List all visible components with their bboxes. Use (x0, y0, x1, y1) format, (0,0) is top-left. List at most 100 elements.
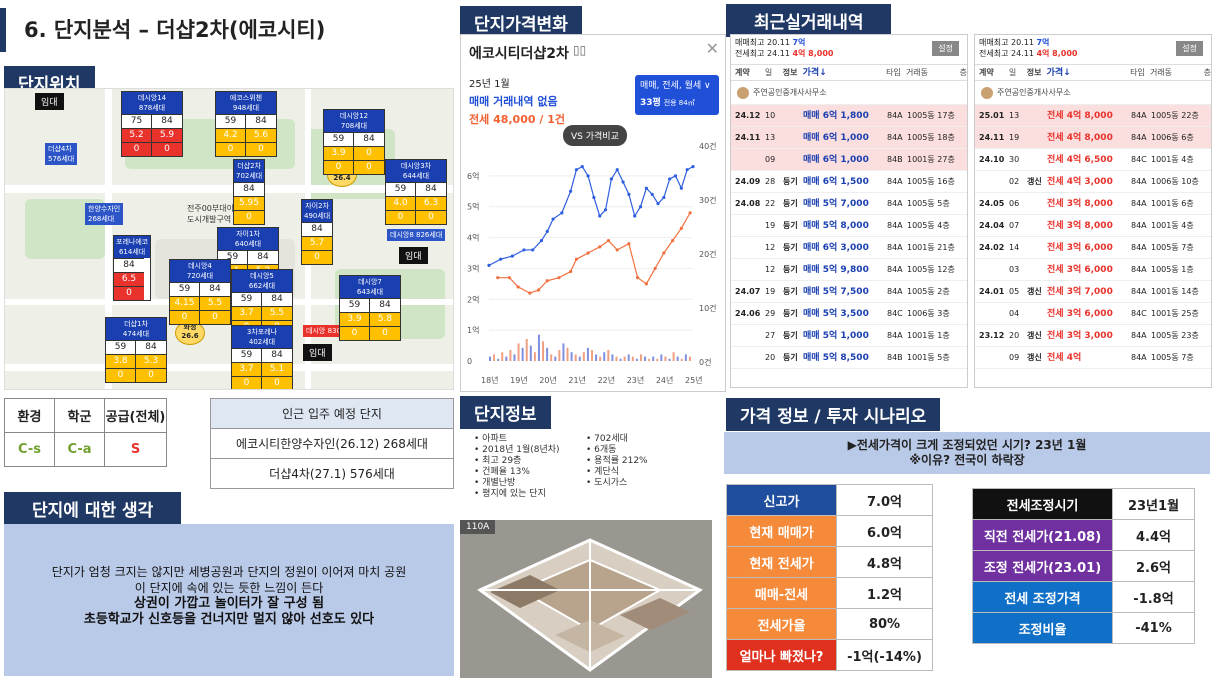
badge-rental: 임대 (303, 344, 332, 361)
y-tick-label: 2억 (467, 294, 479, 304)
column-header[interactable]: 정보 (782, 68, 798, 77)
y-tick-label: 5억 (467, 202, 479, 212)
trade-row[interactable]: 24.05 06 전세 3억 8,000 84A 1001동 6층 (975, 193, 1211, 215)
trade-row[interactable]: 24.06 29 등기 매매 5억 3,500 84C 1006동 3층 (731, 303, 967, 325)
y2-tick-label: 40건 (699, 141, 717, 151)
column-header[interactable]: 일 (764, 68, 773, 77)
trade-price: 전세 3억 6,000 (1047, 309, 1113, 319)
volume-bar (517, 343, 520, 361)
complex-price: 3.7 (232, 362, 262, 376)
trade-row[interactable]: 24.08 22 등기 매매 5억 7,000 84A 1005동 5층 (731, 193, 967, 215)
complex-price: 5.1 (262, 362, 292, 376)
trade-row[interactable]: 02 갱신 전세 4억 3,000 84A 1006동 10층 (975, 171, 1211, 193)
complex-card[interactable]: 포레나에코 614세대 84 6.5 0 (113, 235, 152, 301)
trade-row[interactable]: 24.02 14 전세 3억 6,000 84A 1005동 7층 (975, 237, 1211, 259)
trade-row[interactable]: 20 등기 매매 5억 8,500 84B 1001동 5층 (731, 347, 967, 369)
settings-button[interactable]: 설정 (932, 41, 959, 56)
complex-card[interactable]: 3차포레나 402세대 59 84 3.7 5.1 0 0 (231, 325, 293, 389)
column-header[interactable]: 거래동 (1149, 68, 1173, 77)
trade-row[interactable]: 24.11 13 매매 6억 1,000 84A 1005동 18층 (731, 127, 967, 149)
trade-month (731, 347, 765, 368)
column-header[interactable]: 층 (1203, 68, 1211, 77)
trade-columns: 계약 일 정보 가격↓ 타입 거래동 층 (975, 65, 1211, 81)
scenario-key: 현재 매매가 (726, 515, 837, 547)
complex-card[interactable]: 자이2차 490세대 84 5.7 0 (301, 199, 334, 265)
complex-card[interactable]: 데시앙14 878세대 75 84 5.2 5.9 0 0 (121, 91, 183, 157)
sale-series-point (627, 192, 631, 196)
trade-row[interactable]: 04 전세 3억 6,000 84C 1001동 25층 (975, 303, 1211, 325)
column-header[interactable]: 층 (959, 68, 967, 77)
jeonse-series-point (679, 226, 683, 230)
complex-card[interactable]: 에코스위첸 948세대 59 84 4.2 5.6 0 0 (215, 91, 277, 157)
trade-day: 28 (765, 177, 776, 186)
trade-row[interactable]: 25.01 13 전세 4억 8,000 84A 1005동 22층 (975, 105, 1211, 127)
info-item: • 2018년 1월(8년차) (474, 445, 560, 455)
complex-card[interactable]: 더샵1차 474세대 59 84 3.8 5.3 0 0 (105, 317, 167, 383)
column-header[interactable]: 일 (1008, 68, 1017, 77)
column-header[interactable]: 정보 (1026, 68, 1042, 77)
complex-card-name: 데시앙5 662세대 (232, 270, 292, 292)
agent-row[interactable]: 주연공인중개사사무소 (975, 81, 1211, 105)
column-header[interactable]: 가격↓ (1046, 68, 1071, 78)
trade-row[interactable]: 09 매매 6억 1,000 84B 1001동 27층 (731, 149, 967, 171)
column-header[interactable]: 계약 (735, 68, 750, 77)
trade-price: 전세 3억 6,000 (1047, 265, 1113, 275)
trade-row[interactable]: 24.01 05 갱신 전세 3억 7,000 84A 1001동 14층 (975, 281, 1211, 303)
complex-card[interactable]: 데시앙4 720세대 59 84 4.15 5.5 0 0 (169, 259, 231, 325)
complex-price: 5.2 (122, 128, 152, 142)
trade-price: 매매 6억 1,500 (803, 177, 869, 187)
trade-price: 전세 3억 6,000 (1047, 243, 1113, 253)
trade-row[interactable]: 23.12 20 갱신 전세 3억 3,000 84A 1005동 23층 (975, 325, 1211, 347)
column-header[interactable]: 가격↓ (802, 68, 827, 78)
trade-location: 1005동 18층 (907, 133, 955, 142)
trade-row[interactable]: 24.04 07 전세 3억 8,000 84A 1001동 4층 (975, 215, 1211, 237)
trade-type: 84A (1131, 111, 1147, 120)
trade-row[interactable]: 12 등기 매매 5억 9,800 84A 1005동 12층 (731, 259, 967, 281)
close-icon[interactable]: ✕ (705, 39, 719, 58)
trade-row[interactable]: 03 전세 3억 6,000 84A 1005동 1층 (975, 259, 1211, 281)
trade-row[interactable]: 24.07 19 등기 매매 5억 7,500 84A 1005동 2층 (731, 281, 967, 303)
trade-row[interactable]: 12 등기 매매 6억 3,000 84A 1001동 21층 (731, 237, 967, 259)
column-header[interactable]: 거래동 (905, 68, 929, 77)
trade-row[interactable]: 09 갱신 전세 4억 84A 1005동 7층 (975, 347, 1211, 369)
settings-button[interactable]: 설정 (1176, 41, 1203, 56)
column-header[interactable]: 타입 (1130, 68, 1145, 77)
complex-card[interactable]: 데시앙7 643세대 59 84 3.9 5.8 0 0 (339, 275, 401, 341)
sale-series-point (621, 180, 625, 184)
trade-month (975, 171, 1009, 192)
trade-type: 84A (1131, 287, 1147, 296)
trade-row[interactable]: 24.12 10 매매 6억 1,800 84A 1005동 17층 (731, 105, 967, 127)
floor-plan-image[interactable]: 110A (460, 520, 712, 678)
volume-bar (521, 347, 524, 361)
complex-card[interactable]: 데시앙12 708세대 59 84 3.9 0 0 0 (323, 109, 385, 175)
y2-tick-label: 30건 (699, 195, 717, 205)
trade-row[interactable]: 24.11 19 전세 4억 8,000 84A 1006동 6층 (975, 127, 1211, 149)
complex-size: 84 (302, 222, 332, 236)
trade-price: 매매 5억 7,500 (803, 287, 869, 297)
complex-card[interactable]: 더샵2차 702세대 84 5.95 0 (233, 159, 266, 225)
trade-price: 전세 3억 8,000 (1047, 199, 1113, 209)
trade-row[interactable]: 24.09 28 등기 매매 6억 1,500 84A 1005동 16층 (731, 171, 967, 193)
trade-location: 1005동 22층 (1151, 111, 1199, 120)
complex-card[interactable]: 데시앙3차 644세대 59 84 4.0 6.3 0 0 (385, 159, 447, 225)
map-book-icon[interactable]: ▯▯ (573, 43, 587, 57)
trade-month: 24.11 (735, 133, 761, 142)
trade-row[interactable]: 19 등기 매매 5억 8,000 84A 1005동 4층 (731, 215, 967, 237)
type-selector[interactable]: 매매, 전세, 월세 ∨ 33평 전용 84㎡ (635, 75, 719, 115)
sale-series-point (691, 165, 695, 169)
column-header[interactable]: 계약 (979, 68, 994, 77)
trade-price: 전세 4억 (1047, 353, 1082, 363)
trade-month: 24.04 (979, 221, 1005, 230)
location-map[interactable]: 임대 임대 임대 더샵4차 576세대 한양수자인 268세대 전주00부대이전부지… (4, 88, 454, 390)
badge-rental: 임대 (35, 93, 64, 110)
volume-bar (529, 345, 532, 361)
volume-bar (627, 354, 630, 361)
trade-row[interactable]: 24.10 30 전세 4억 6,500 84C 1001동 4층 (975, 149, 1211, 171)
scenario-row: 전세조정시기 23년1월 (972, 488, 1195, 520)
trade-row[interactable]: 27 등기 매매 5억 1,000 84A 1001동 1층 (731, 325, 967, 347)
agent-row[interactable]: 주연공인중개사사무소 (731, 81, 967, 105)
compare-button[interactable]: VS 가격비교 (563, 125, 627, 146)
column-header[interactable]: 타입 (886, 68, 901, 77)
trade-info: 등기 (783, 243, 798, 252)
